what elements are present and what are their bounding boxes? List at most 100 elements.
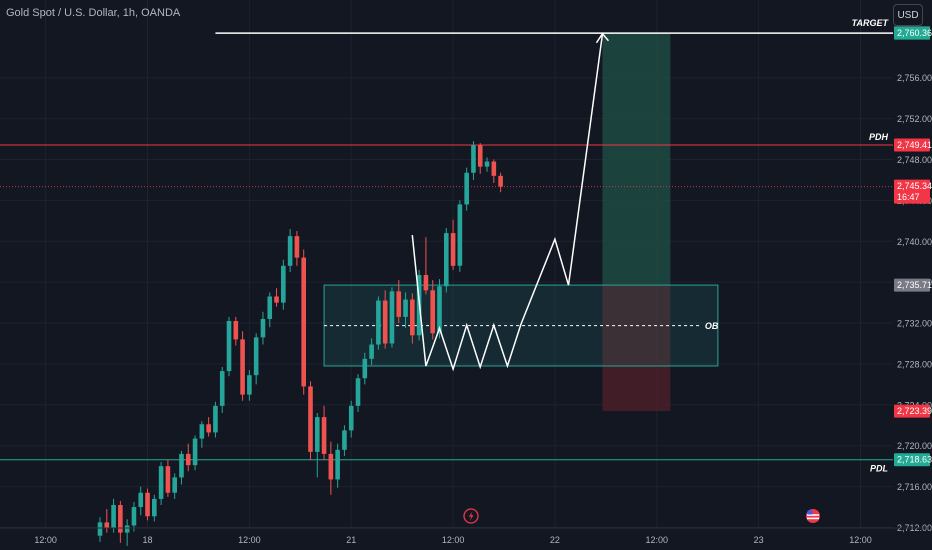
price-label-text: 2,723.390 (897, 406, 932, 416)
lightning-event-icon (463, 508, 479, 524)
candle-body (172, 477, 177, 493)
candle-body (443, 233, 449, 287)
price-tick-label: 2,748.000 (897, 155, 932, 165)
candle-body (97, 522, 103, 536)
price-tick-label: 2,732.000 (897, 319, 932, 329)
flag-icon-stripe (807, 514, 819, 516)
price-tick-label: 2,728.000 (897, 359, 932, 369)
price-label-text: 2,760.363 (897, 28, 932, 38)
candle-body (118, 505, 123, 533)
candle-body (179, 453, 184, 478)
candle-body (498, 175, 503, 187)
candle-body (328, 453, 334, 480)
candle-body (104, 522, 110, 528)
time-tick-label: 21 (346, 535, 356, 545)
projection-path (411, 33, 604, 372)
candle-body (491, 161, 497, 176)
time-tick-label: 12:00 (34, 535, 57, 545)
lightning-icon-bolt (468, 511, 474, 521)
candle-body (281, 265, 286, 303)
pdl-label: PDL (870, 464, 888, 474)
candle-body (213, 405, 218, 433)
candle-body (314, 417, 320, 452)
candle-body (484, 161, 490, 167)
target-label: TARGET (852, 18, 890, 28)
candle-body (233, 321, 239, 340)
candle-body (247, 375, 252, 395)
candle-body (321, 417, 327, 454)
time-tick-label: 12:00 (442, 535, 465, 545)
candle-body (131, 507, 137, 526)
candle-body (219, 371, 225, 406)
price-label-text: 2,735.714 (897, 280, 932, 290)
candle-body (226, 321, 232, 372)
symbol-title: Gold Spot / U.S. Dollar, 1h, OANDA (6, 7, 181, 19)
candle-body (437, 286, 442, 334)
price-label-text: 2,745.345 (897, 181, 932, 191)
us-flag-event-icon (806, 509, 820, 523)
price-label-text: 2,718.630 (897, 455, 932, 465)
candle-body (369, 344, 374, 359)
candle-body (403, 299, 408, 317)
time-tick-label: 18 (143, 535, 153, 545)
candle-body (206, 424, 211, 433)
candle-body (423, 275, 429, 291)
candle-body (308, 386, 313, 452)
candle-body (382, 300, 388, 344)
currency-button[interactable]: USD (893, 4, 923, 26)
candle-body (111, 505, 116, 528)
candle-body (464, 172, 469, 205)
candle-body (267, 296, 273, 319)
time-tick-label: 12:00 (238, 535, 261, 545)
candle-body (260, 318, 266, 338)
candle-body (253, 337, 259, 376)
candle-body (124, 525, 130, 533)
candle-body (138, 492, 144, 508)
flag-icon-stripe (807, 517, 819, 520)
candle-body (192, 438, 198, 466)
candle-body (430, 290, 436, 334)
stop-loss-zone (602, 285, 671, 412)
lightning-icon-ring (463, 508, 479, 524)
candle-body (335, 449, 340, 480)
time-tick-label: 22 (550, 535, 560, 545)
pdh-label: PDH (869, 132, 889, 142)
candle-body (410, 299, 415, 336)
candle-body (240, 339, 245, 395)
order-block-label: OB (705, 321, 719, 331)
candle-body (376, 300, 381, 345)
price-tick-label: 2,752.000 (897, 114, 932, 124)
candle-body (287, 236, 293, 266)
price-label-tag (894, 179, 930, 204)
flag-icon-canton (807, 510, 813, 515)
candle-body (294, 236, 300, 258)
price-label-tag (894, 453, 930, 467)
price-tick-label: 2,740.000 (897, 237, 932, 247)
candle-body (342, 430, 347, 450)
candle-body (348, 405, 354, 431)
price-tick-label: 2,720.000 (897, 441, 932, 451)
time-tick-label: 23 (754, 535, 764, 545)
candle-body (158, 466, 164, 499)
candle-body (274, 296, 279, 303)
time-tick-label: 12:00 (646, 535, 669, 545)
candle-body (185, 453, 191, 466)
price-label-tag (894, 404, 930, 418)
candle-body (152, 498, 157, 517)
price-label-tag (894, 138, 930, 152)
candle-body (396, 291, 402, 317)
price-label-tag (894, 26, 930, 40)
target-zone (602, 33, 671, 286)
candle-body (457, 204, 463, 266)
candle-body (355, 378, 361, 406)
candle-body (199, 424, 205, 439)
candle-body (165, 466, 171, 493)
candle-body (362, 358, 368, 379)
candle-body (477, 145, 483, 167)
time-tick-label: 12:00 (849, 535, 872, 545)
price-tick-label: 2,756.000 (897, 73, 932, 83)
price-label-text: 2,749.411 (897, 140, 932, 150)
price-tick-label: 2,716.000 (897, 482, 932, 492)
